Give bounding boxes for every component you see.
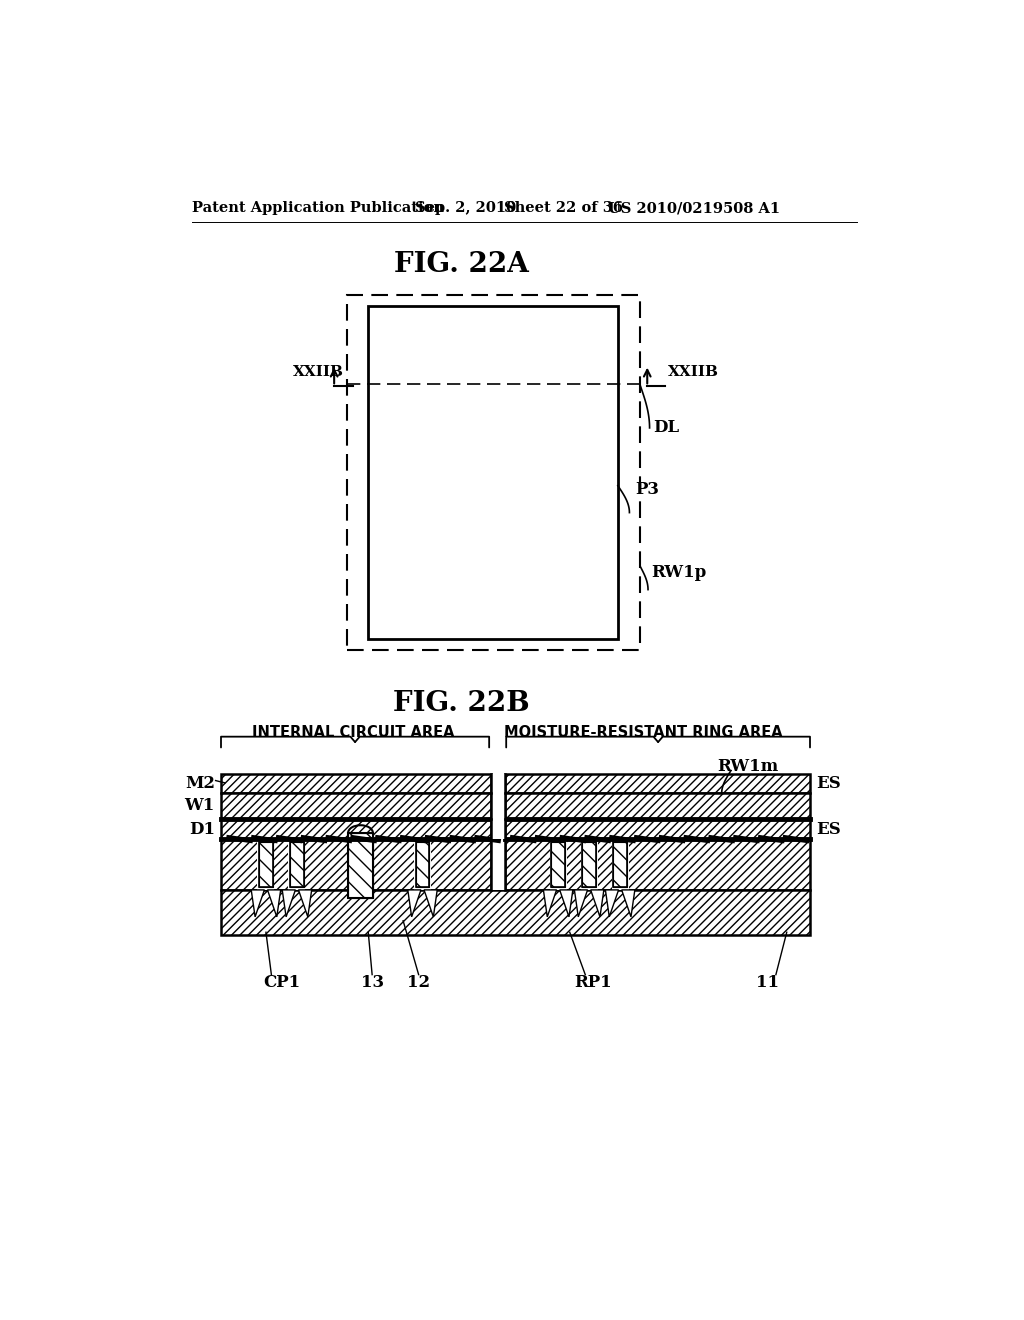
Bar (550, 840, 566, 890)
Polygon shape (424, 890, 437, 917)
Polygon shape (408, 890, 421, 917)
Bar (348, 833, 373, 898)
Bar (221, 890, 810, 935)
Text: D1: D1 (188, 821, 215, 838)
Text: M2: M2 (184, 775, 215, 792)
Bar (551, 842, 565, 887)
Polygon shape (560, 890, 572, 917)
Bar (221, 775, 490, 793)
Bar (289, 840, 305, 890)
Text: W1: W1 (184, 797, 215, 814)
Polygon shape (605, 890, 618, 917)
Bar (505, 818, 810, 840)
Bar (416, 842, 429, 887)
Bar (221, 818, 490, 840)
Bar (290, 842, 304, 887)
Bar (490, 775, 505, 793)
Bar (583, 842, 596, 887)
Text: ES: ES (816, 821, 841, 838)
Text: MOISTURE-RESISTANT RING AREA: MOISTURE-RESISTANT RING AREA (504, 725, 782, 739)
Bar (505, 818, 810, 840)
Text: US 2010/0219508 A1: US 2010/0219508 A1 (608, 202, 780, 215)
Text: 12: 12 (408, 974, 430, 991)
Polygon shape (299, 890, 311, 917)
Bar (583, 842, 596, 887)
Polygon shape (544, 890, 557, 917)
Bar (221, 793, 490, 818)
Bar (613, 842, 627, 887)
Bar (221, 818, 490, 840)
Bar (221, 840, 490, 890)
Text: RP1: RP1 (574, 974, 611, 991)
Bar (490, 818, 505, 840)
Bar (505, 793, 810, 818)
Bar (221, 890, 810, 935)
Text: XXIIB: XXIIB (669, 366, 719, 379)
Text: FIG. 22B: FIG. 22B (393, 690, 529, 717)
Bar (505, 840, 810, 890)
Text: DL: DL (653, 420, 680, 437)
Bar (416, 842, 429, 887)
Text: 13: 13 (360, 974, 384, 991)
Bar (369, 306, 617, 639)
Text: Sep. 2, 2010: Sep. 2, 2010 (415, 202, 516, 215)
Bar (613, 842, 627, 887)
Bar (490, 840, 505, 890)
Text: Patent Application Publication: Patent Application Publication (191, 202, 443, 215)
Bar (221, 793, 490, 818)
Bar (221, 775, 490, 793)
Text: CP1: CP1 (263, 974, 300, 991)
Text: XXIIB: XXIIB (293, 366, 344, 379)
Text: INTERNAL CIRCUIT AREA: INTERNAL CIRCUIT AREA (252, 725, 454, 739)
Bar (347, 296, 640, 649)
Bar (611, 840, 629, 890)
Polygon shape (251, 890, 264, 917)
Bar (259, 842, 273, 887)
Bar (505, 793, 810, 818)
Polygon shape (591, 890, 604, 917)
Text: FIG. 22A: FIG. 22A (394, 251, 528, 279)
Bar (581, 840, 598, 890)
Bar (221, 840, 490, 890)
Bar (551, 842, 565, 887)
Text: ES: ES (816, 775, 841, 792)
Polygon shape (622, 890, 635, 917)
Text: P3: P3 (636, 480, 659, 498)
Bar (490, 793, 505, 818)
Text: 11: 11 (756, 974, 779, 991)
Text: RW1p: RW1p (651, 564, 707, 581)
Bar (290, 842, 304, 887)
Polygon shape (574, 890, 588, 917)
Polygon shape (267, 890, 281, 917)
Text: RW1m: RW1m (717, 758, 778, 775)
Bar (348, 833, 373, 898)
Bar (505, 775, 810, 793)
Bar (505, 840, 810, 890)
Bar (414, 840, 431, 890)
Polygon shape (283, 890, 295, 917)
Bar (505, 775, 810, 793)
Bar (259, 842, 273, 887)
Text: Sheet 22 of 36: Sheet 22 of 36 (504, 202, 623, 215)
Bar (257, 840, 274, 890)
